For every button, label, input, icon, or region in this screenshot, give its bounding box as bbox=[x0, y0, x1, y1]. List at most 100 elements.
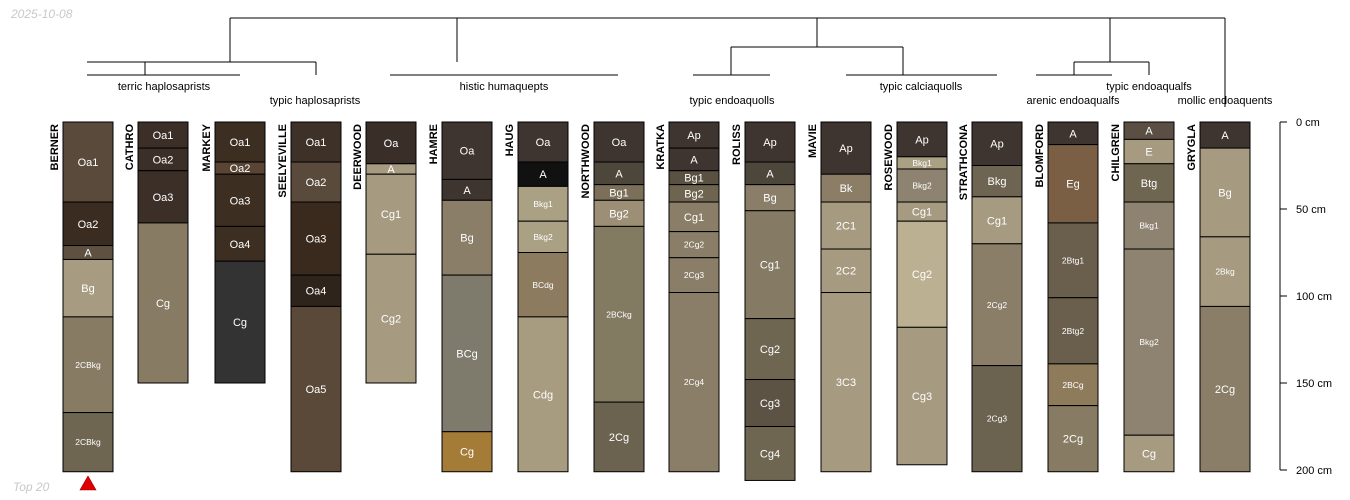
top-n-label: Top 20 bbox=[13, 480, 50, 494]
horizon-4 bbox=[1123, 201, 1175, 250]
horizon-3 bbox=[1199, 236, 1251, 307]
horizon-3 bbox=[290, 201, 342, 276]
horizon-2 bbox=[820, 173, 872, 203]
horizon-1 bbox=[290, 121, 342, 163]
horizon-label: 2Cg2 bbox=[987, 300, 1008, 310]
horizon-label: Cg bbox=[1142, 448, 1156, 460]
horizon-2 bbox=[290, 161, 342, 203]
horizon-label: 2C2 bbox=[836, 266, 856, 278]
axis-tick-label: 150 cm bbox=[1296, 378, 1332, 390]
horizon-label: Cg1 bbox=[760, 260, 780, 272]
horizon-label: 2Cg bbox=[609, 432, 629, 444]
horizon-3 bbox=[1047, 222, 1099, 299]
horizon-3 bbox=[896, 168, 948, 203]
horizon-label: Ap bbox=[915, 134, 928, 146]
profile-berner: Oa1 Oa2 A Bg 2CBkg 2CBkg BERNER bbox=[49, 121, 114, 491]
horizon-label: Oa1 bbox=[153, 130, 174, 142]
horizon-label: Oa3 bbox=[230, 195, 251, 207]
horizon-label: A bbox=[463, 185, 471, 197]
horizon-label: 2BCg bbox=[1062, 380, 1084, 390]
horizon-3 bbox=[137, 170, 189, 224]
horizon-5 bbox=[896, 220, 948, 328]
horizon-label: Oa2 bbox=[230, 163, 251, 175]
horizon-label: Oa3 bbox=[153, 192, 174, 204]
horizon-label: Cg1 bbox=[381, 209, 401, 221]
horizon-label: Cg4 bbox=[760, 448, 780, 460]
profile-deerwood: Oa A Cg1 Cg2 DEERWOOD bbox=[352, 121, 417, 384]
horizon-label: Bg2 bbox=[684, 188, 704, 200]
horizon-label: Ap bbox=[687, 130, 700, 142]
horizon-label: Bg bbox=[460, 233, 473, 245]
horizon-label: Ap bbox=[990, 139, 1003, 151]
depth-axis: 0 cm 50 cm 100 cm 150 cm 200 cm bbox=[1279, 117, 1332, 477]
horizon-label: Bkg bbox=[988, 176, 1007, 188]
horizon-label: A bbox=[539, 169, 547, 181]
horizon-3 bbox=[744, 184, 796, 212]
horizon-4 bbox=[214, 225, 266, 262]
axis-tick-label: 0 cm bbox=[1296, 117, 1320, 129]
horizon-label: Btg bbox=[1141, 178, 1158, 190]
horizon-1 bbox=[517, 121, 569, 163]
profile-name: DEERWOOD bbox=[352, 124, 364, 190]
profile-name: MAVIE bbox=[807, 124, 819, 158]
profile-name: HAMRE bbox=[428, 124, 440, 164]
horizon-label: Oa2 bbox=[78, 219, 99, 231]
horizon-label: Cg2 bbox=[381, 314, 401, 326]
horizon-1 bbox=[1199, 121, 1251, 149]
horizon-3 bbox=[517, 185, 569, 222]
profile-seelyeville: Oa1 Oa2 Oa3 Oa4 Oa5 SEELYEVILLE bbox=[277, 121, 342, 473]
horizon-1 bbox=[820, 121, 872, 175]
horizon-label: Oa bbox=[612, 137, 628, 149]
horizon-4 bbox=[137, 222, 189, 384]
horizon-label: Oa bbox=[536, 137, 552, 149]
horizon-label: 2Btg2 bbox=[1062, 326, 1084, 336]
horizon-4 bbox=[593, 199, 645, 227]
horizon-1 bbox=[668, 121, 720, 149]
horizon-label: Eg bbox=[1066, 179, 1079, 191]
dendrogram bbox=[87, 17, 1226, 107]
horizon-label: 2Cg bbox=[1063, 434, 1083, 446]
horizon-5 bbox=[62, 316, 114, 414]
profile-kratka: Ap A Bg1 Bg2 Cg1 2Cg2 2Cg3 2Cg4 KRATKA bbox=[655, 121, 720, 473]
horizon-3 bbox=[1123, 163, 1175, 203]
horizon-label: 2Cg2 bbox=[684, 240, 705, 250]
profile-name: BLOMFORD bbox=[1034, 124, 1046, 188]
horizon-5 bbox=[517, 252, 569, 318]
horizon-4 bbox=[290, 274, 342, 307]
profile-name: CHILGREN bbox=[1110, 124, 1122, 182]
group-label: typic calciaquolls bbox=[880, 81, 963, 93]
profile-name: NORTHWOOD bbox=[580, 124, 592, 199]
horizon-1 bbox=[896, 121, 948, 158]
profile-northwood: Oa A Bg1 Bg2 2BCkg 2Cg NORTHWOOD bbox=[580, 121, 645, 473]
profile-name: ROLISS bbox=[731, 124, 743, 165]
profile-haug: Oa A Bkg1 Bkg2 BCdg Cdg HAUG bbox=[504, 121, 569, 473]
horizon-label: 2Btg1 bbox=[1062, 255, 1084, 265]
horizon-1 bbox=[441, 121, 493, 180]
horizon-label: Cg bbox=[156, 298, 170, 310]
horizon-label: Cg bbox=[460, 447, 474, 459]
horizon-4 bbox=[365, 253, 417, 384]
horizon-label: E bbox=[1145, 147, 1152, 159]
group-label: typic endoaquolls bbox=[689, 95, 775, 107]
horizon-1 bbox=[744, 121, 796, 163]
horizon-label: Cg2 bbox=[760, 344, 780, 356]
horizon-1 bbox=[593, 121, 645, 163]
horizon-6 bbox=[1047, 405, 1099, 473]
horizon-label: Oa bbox=[384, 138, 400, 150]
horizon-3 bbox=[820, 201, 872, 250]
horizon-5 bbox=[441, 431, 493, 473]
horizon-label: Bkg1 bbox=[1139, 221, 1159, 231]
horizon-5 bbox=[214, 260, 266, 384]
horizon-label: Bkg1 bbox=[912, 158, 932, 168]
marker-triangle-icon bbox=[79, 475, 97, 491]
horizon-label: 2Bkg bbox=[1215, 267, 1235, 277]
horizon-label: Ap bbox=[763, 137, 776, 149]
horizon-5 bbox=[668, 201, 720, 233]
horizon-label: Cg1 bbox=[987, 215, 1007, 227]
horizon-label: BCg bbox=[456, 348, 477, 360]
horizon-label: A bbox=[84, 247, 92, 259]
horizon-label: Oa2 bbox=[306, 177, 327, 189]
horizon-3 bbox=[214, 173, 266, 227]
group-label: arenic endoaqualfs bbox=[1027, 95, 1120, 107]
